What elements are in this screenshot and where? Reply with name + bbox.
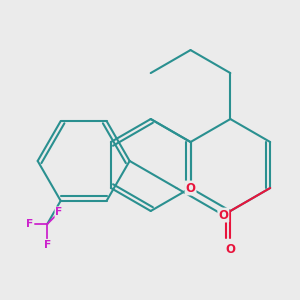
Text: O: O: [225, 243, 236, 256]
Text: F: F: [26, 219, 34, 229]
Text: F: F: [56, 207, 63, 217]
Text: O: O: [185, 182, 196, 194]
Text: F: F: [44, 240, 51, 250]
Text: O: O: [218, 208, 228, 222]
